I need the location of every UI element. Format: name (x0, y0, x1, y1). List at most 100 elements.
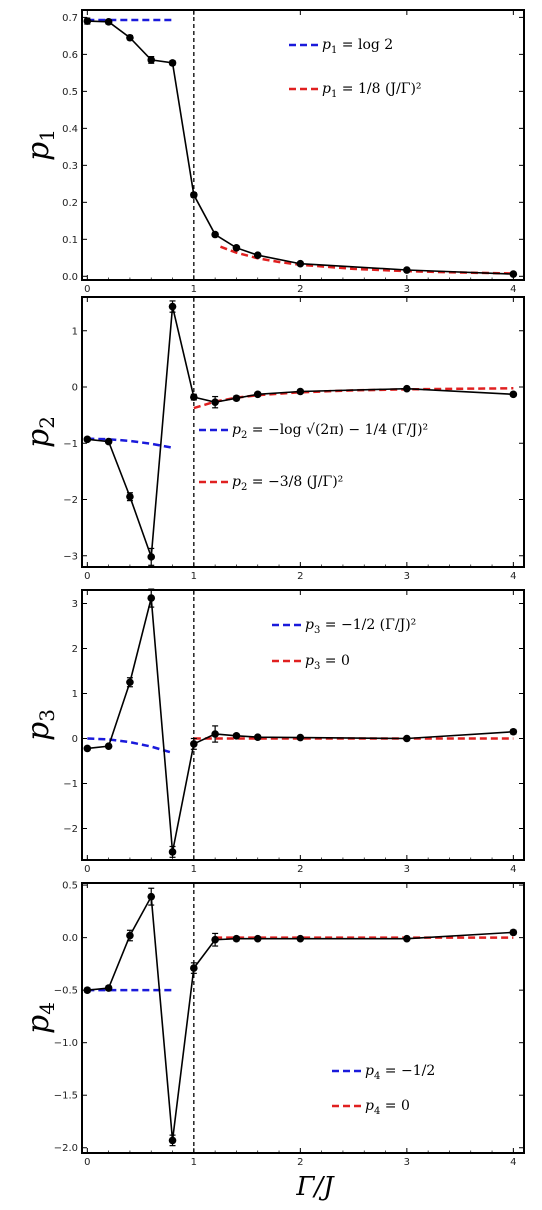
data-point (211, 730, 219, 738)
theory-curve-2 (220, 245, 514, 275)
legend-entry: p1 = 1/8 (J/Γ)² (322, 81, 422, 100)
panel-3-frame (81, 589, 525, 861)
data-point (296, 259, 305, 268)
data-point (168, 1136, 177, 1145)
data-point (147, 594, 156, 602)
theory-curve-1 (87, 737, 173, 755)
y-tick-label: −1.5 (54, 1091, 78, 1102)
data-point (296, 733, 305, 742)
y-tick-label: 0.0 (62, 933, 78, 944)
x-tick-label: 0 (84, 1157, 90, 1168)
data-point (403, 384, 411, 393)
y-tick-label: 0.3 (62, 161, 78, 172)
legend-entry: p2 = −3/8 (J/Γ)² (232, 474, 343, 493)
y-tick-label: −0.5 (54, 986, 78, 997)
legend-entry: p4 = −1/2 (365, 1063, 435, 1082)
data-point (190, 964, 198, 972)
x-tick-label: 4 (510, 571, 516, 582)
data-point (104, 437, 113, 446)
data-point (190, 393, 198, 401)
data-point (83, 17, 92, 25)
x-tick-label: 0 (84, 571, 90, 582)
data-point (403, 266, 411, 274)
y-tick-label: 0.7 (62, 13, 78, 24)
data-point (83, 435, 92, 444)
x-tick-label: 2 (297, 571, 303, 582)
y-tick-label: −1.0 (54, 1038, 78, 1049)
data-line (87, 597, 514, 853)
legend-entry: p3 = 0 (305, 653, 350, 672)
x-tick-label: 1 (191, 571, 197, 582)
legend-entry: p2 = −log √(2π) − 1/4 (Γ/J)² (232, 422, 428, 441)
data-point (104, 18, 113, 26)
data-point (253, 934, 262, 943)
y-axis-label-4: p4 (21, 1002, 59, 1034)
data-point (232, 934, 241, 943)
data-point (126, 678, 134, 687)
x-tick-label: 0 (84, 864, 90, 875)
data-point (104, 984, 113, 992)
data-point (190, 740, 198, 748)
data-line (87, 306, 514, 558)
data-point (190, 191, 198, 199)
data-point (168, 848, 177, 856)
legend-entry: p1 = log 2 (322, 37, 393, 56)
y-tick-label: 1 (72, 689, 78, 700)
y-tick-label: 3 (72, 599, 78, 610)
data-point (147, 553, 156, 561)
data-point (168, 59, 177, 67)
data-point (168, 302, 177, 311)
data-point (296, 387, 305, 396)
data-point (147, 892, 156, 901)
data-point (126, 931, 134, 940)
x-tick-label: 4 (510, 284, 516, 295)
y-tick-label: −3 (63, 551, 78, 562)
data-line (87, 20, 514, 275)
x-axis-label: Γ/J (295, 1172, 335, 1202)
y-tick-label: 0.6 (62, 50, 78, 61)
x-tick-label: 1 (191, 1157, 197, 1168)
x-tick-label: 4 (510, 1157, 516, 1168)
y-tick-label: 0.5 (62, 87, 78, 98)
data-point (509, 727, 518, 736)
data-point (232, 732, 241, 740)
data-point (126, 492, 134, 501)
y-axis-label-2: p2 (21, 416, 59, 448)
data-point (232, 394, 241, 403)
y-axis-label-3: p3 (21, 709, 59, 741)
y-tick-label: −1 (63, 779, 78, 790)
x-tick-label: 4 (510, 864, 516, 875)
panel-1: 0 1 2 3 4 0.0 0.1 0.2 0.3 0.4 0.5 0.6 0.7 p1 p1 = log … (21, 9, 525, 295)
data-point (509, 390, 518, 399)
data-line (87, 893, 514, 1141)
data-point (211, 230, 219, 239)
y-tick-label: 0 (72, 734, 78, 745)
legend-entry: p4 = 0 (365, 1098, 410, 1117)
data-point (253, 390, 262, 399)
y-tick-label: −2 (63, 824, 78, 835)
data-point (104, 742, 113, 750)
y-tick-label: 0.0 (62, 272, 78, 283)
x-tick-label: 0 (84, 284, 90, 295)
panel-4-frame (81, 882, 525, 1154)
data-point (403, 734, 411, 743)
y-tick-label: −2.0 (54, 1143, 78, 1154)
x-tick-label: 2 (297, 864, 303, 875)
legend-entry: p3 = −1/2 (Γ/J)² (305, 617, 416, 636)
data-point (509, 928, 518, 937)
y-tick-label: 1 (72, 326, 78, 337)
x-tick-label: 1 (191, 864, 197, 875)
y-tick-label: 0.2 (62, 198, 78, 209)
data-point (211, 398, 219, 406)
panel-4: 0 1 2 3 4 −2.0 −1.5 −1.0 −0.5 0.0 0.5 p4 p4 = −1/2 p4… (21, 881, 525, 1168)
x-tick-label: 2 (297, 1157, 303, 1168)
x-tick-label: 1 (191, 284, 197, 295)
data-point (509, 270, 518, 278)
data-point (403, 934, 411, 943)
panel-1-frame (81, 9, 525, 281)
x-tick-label: 3 (404, 864, 410, 875)
x-tick-label: 3 (404, 1157, 410, 1168)
y-tick-label: −1 (63, 439, 78, 450)
y-tick-label: 0.1 (62, 235, 78, 246)
